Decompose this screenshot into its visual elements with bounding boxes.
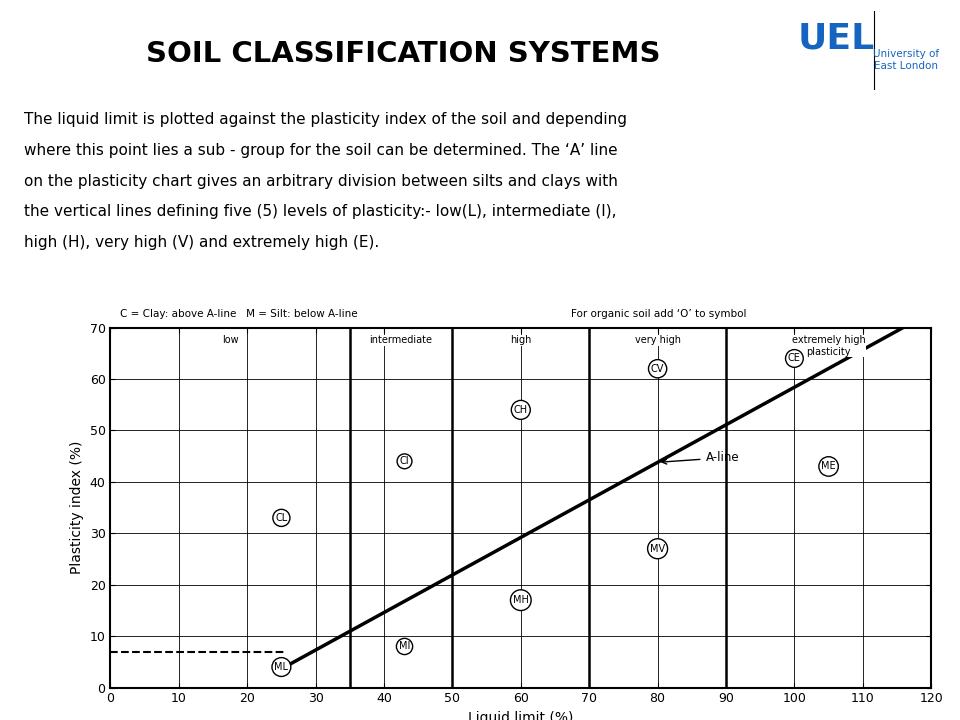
Text: CI: CI <box>399 456 409 467</box>
Text: CH: CH <box>514 405 528 415</box>
Y-axis label: Plasticity index (%): Plasticity index (%) <box>70 441 84 575</box>
Text: A-line: A-line <box>662 451 739 464</box>
Text: The liquid limit is plotted against the plasticity index of the soil and dependi: The liquid limit is plotted against the … <box>24 112 627 127</box>
Text: very high: very high <box>635 336 681 346</box>
Text: the vertical lines defining five (5) levels of plasticity:- low(L), intermediate: the vertical lines defining five (5) lev… <box>24 204 616 220</box>
Text: low: low <box>222 336 238 346</box>
Text: on the plasticity chart gives an arbitrary division between silts and clays with: on the plasticity chart gives an arbitra… <box>24 174 618 189</box>
Text: where this point lies a sub - group for the soil can be determined. The ‘A’ line: where this point lies a sub - group for … <box>24 143 617 158</box>
Text: C = Clay: above A-line   M = Silt: below A-line: C = Clay: above A-line M = Silt: below A… <box>120 309 358 319</box>
Text: UEL: UEL <box>798 22 875 55</box>
Text: extremely high
plasticity: extremely high plasticity <box>792 336 866 357</box>
Text: SOIL CLASSIFICATION SYSTEMS: SOIL CLASSIFICATION SYSTEMS <box>146 40 660 68</box>
Text: high: high <box>510 336 532 346</box>
Text: ML: ML <box>275 662 288 672</box>
Text: University of
East London: University of East London <box>873 49 939 71</box>
Text: ME: ME <box>822 462 836 472</box>
Text: intermediate: intermediate <box>370 336 433 346</box>
Text: For organic soil add ‘O’ to symbol: For organic soil add ‘O’ to symbol <box>571 309 747 319</box>
Text: MI: MI <box>398 642 410 652</box>
Text: CE: CE <box>788 354 801 364</box>
Text: CV: CV <box>651 364 664 374</box>
Text: high (H), very high (V) and extremely high (E).: high (H), very high (V) and extremely hi… <box>24 235 379 251</box>
Text: MH: MH <box>513 595 529 606</box>
X-axis label: Liquid limit (%): Liquid limit (%) <box>468 711 573 720</box>
Text: MV: MV <box>650 544 665 554</box>
Text: CL: CL <box>276 513 288 523</box>
